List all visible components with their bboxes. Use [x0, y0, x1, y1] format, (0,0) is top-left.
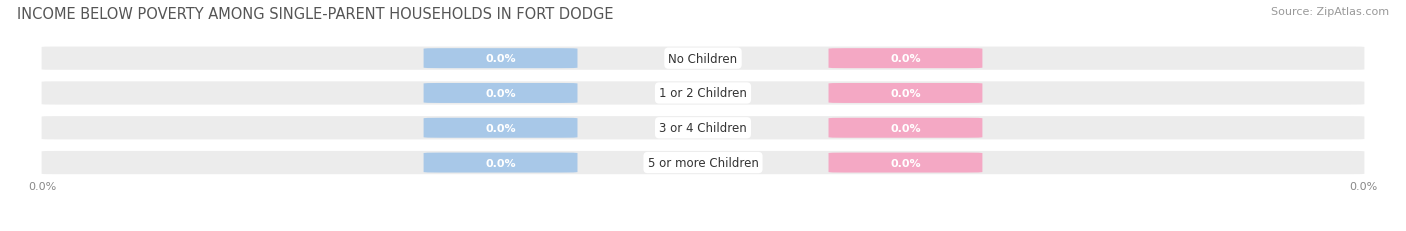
FancyBboxPatch shape — [828, 84, 983, 103]
Text: No Children: No Children — [668, 52, 738, 65]
Text: 0.0%: 0.0% — [890, 158, 921, 168]
Text: INCOME BELOW POVERTY AMONG SINGLE-PARENT HOUSEHOLDS IN FORT DODGE: INCOME BELOW POVERTY AMONG SINGLE-PARENT… — [17, 7, 613, 22]
Text: 0.0%: 0.0% — [485, 54, 516, 64]
FancyBboxPatch shape — [423, 153, 578, 173]
Text: 0.0%: 0.0% — [485, 123, 516, 133]
FancyBboxPatch shape — [42, 82, 1364, 105]
FancyBboxPatch shape — [42, 151, 1364, 174]
Text: Source: ZipAtlas.com: Source: ZipAtlas.com — [1271, 7, 1389, 17]
Text: 0.0%: 0.0% — [890, 88, 921, 99]
FancyBboxPatch shape — [42, 117, 1364, 140]
Text: 0.0%: 0.0% — [890, 54, 921, 64]
Text: 3 or 4 Children: 3 or 4 Children — [659, 122, 747, 135]
FancyBboxPatch shape — [828, 118, 983, 138]
Text: 0.0%: 0.0% — [1350, 181, 1378, 191]
Text: 0.0%: 0.0% — [28, 181, 56, 191]
Text: 0.0%: 0.0% — [485, 88, 516, 99]
Text: 1 or 2 Children: 1 or 2 Children — [659, 87, 747, 100]
Text: 0.0%: 0.0% — [485, 158, 516, 168]
FancyBboxPatch shape — [423, 84, 578, 103]
FancyBboxPatch shape — [423, 49, 578, 69]
FancyBboxPatch shape — [423, 118, 578, 138]
FancyBboxPatch shape — [42, 47, 1364, 70]
Text: 0.0%: 0.0% — [890, 123, 921, 133]
Text: 5 or more Children: 5 or more Children — [648, 156, 758, 169]
FancyBboxPatch shape — [828, 49, 983, 69]
FancyBboxPatch shape — [828, 153, 983, 173]
